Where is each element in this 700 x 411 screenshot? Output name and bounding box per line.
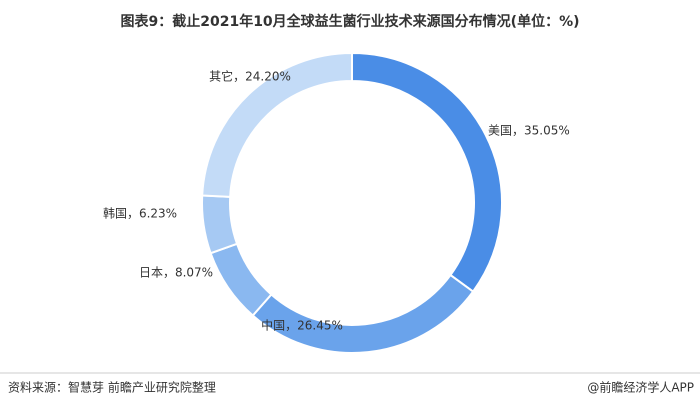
- slice: [351, 51, 503, 293]
- slice: [209, 242, 273, 317]
- data-label: 中国，26.45%: [261, 318, 343, 333]
- data-label: 美国，35.05%: [488, 124, 570, 138]
- slice: [201, 51, 353, 198]
- slice: [251, 273, 475, 354]
- chart-title: 图表9：截止2021年10月全球益生菌行业技术来源国分布情况(单位：%): [120, 13, 579, 30]
- source: 资料来源：智慧芽 前瞻产业研究院整理: [8, 380, 216, 395]
- data-label: 韩国，6.23%: [103, 206, 177, 221]
- slice: [201, 194, 239, 255]
- data-label: 其它，24.20%: [209, 69, 291, 84]
- data-label: 日本，8.07%: [139, 266, 213, 280]
- credit: @前瞻经济学人APP: [587, 380, 694, 395]
